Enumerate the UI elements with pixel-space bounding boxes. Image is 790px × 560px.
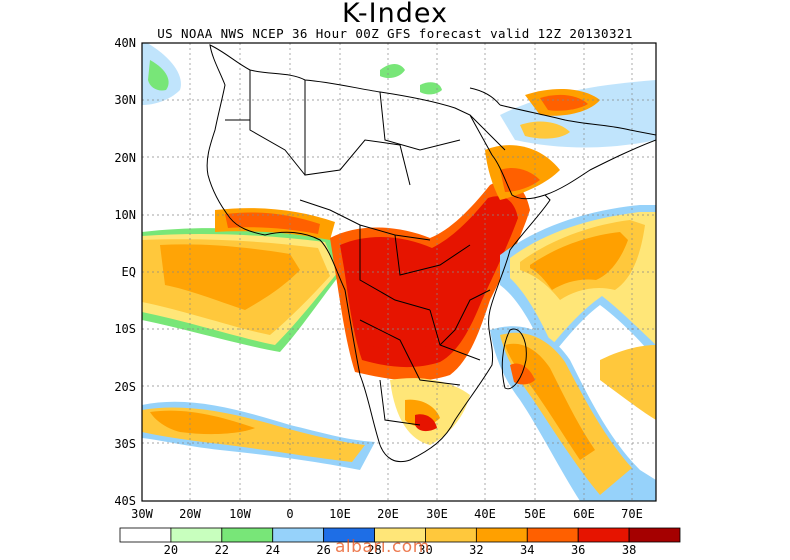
lon-label: 50E xyxy=(524,507,546,521)
lon-label: 30E xyxy=(426,507,448,521)
colorbar-label: 34 xyxy=(520,543,535,557)
colorbar-swatch xyxy=(221,527,274,543)
lon-label: 60E xyxy=(573,507,595,521)
colorbar-label: 30 xyxy=(418,543,433,557)
colorbar-label: 38 xyxy=(621,543,637,557)
colorbar-label: 24 xyxy=(265,543,280,557)
lat-label: 20S xyxy=(114,379,136,394)
colorbar-swatch xyxy=(119,527,172,543)
graticule xyxy=(142,43,656,501)
colorbar xyxy=(119,527,681,543)
map-frame xyxy=(141,42,657,502)
lat-label: EQ xyxy=(121,265,136,279)
colorbar-label: 20 xyxy=(163,543,179,557)
colorbar-swatch xyxy=(526,527,579,543)
lon-label: 10E xyxy=(329,507,351,521)
lat-label: 40S xyxy=(114,494,136,508)
lat-label: 10N xyxy=(114,207,136,222)
lat-label: 40N xyxy=(114,36,136,50)
colorbar-swatch xyxy=(272,527,325,543)
coastlines xyxy=(206,44,656,463)
lon-label: 70E xyxy=(621,507,643,521)
colorbar-label: 26 xyxy=(316,543,331,557)
colorbar-label: 36 xyxy=(570,543,586,557)
watermark-text: albarı.com xyxy=(335,537,430,557)
lon-label: 20E xyxy=(377,507,399,521)
lon-label: 30W xyxy=(131,507,153,521)
lon-label: 10W xyxy=(229,507,251,521)
colorbar-swatch xyxy=(425,527,477,543)
k-index-field xyxy=(142,43,656,501)
lat-label: 20N xyxy=(114,150,136,165)
lat-label: 30N xyxy=(114,93,136,108)
lat-label: 10S xyxy=(114,322,136,337)
colorbar-swatch xyxy=(475,527,528,543)
lon-label: 40E xyxy=(474,507,496,521)
map-title: K-Index xyxy=(342,0,448,29)
lat-label: 30S xyxy=(114,436,136,451)
lon-label: 20W xyxy=(179,507,201,521)
colorbar-label: 28 xyxy=(367,543,382,557)
colorbar-label: 22 xyxy=(214,543,230,557)
colorbar-swatch xyxy=(170,527,223,543)
map-subtitle: US NOAA NWS NCEP 36 Hour 00Z GFS forecas… xyxy=(157,26,633,41)
lon-label: 0 xyxy=(286,507,294,521)
colorbar-label: 32 xyxy=(469,543,484,557)
colorbar-swatch xyxy=(577,527,630,543)
colorbar-swatch xyxy=(628,527,681,543)
